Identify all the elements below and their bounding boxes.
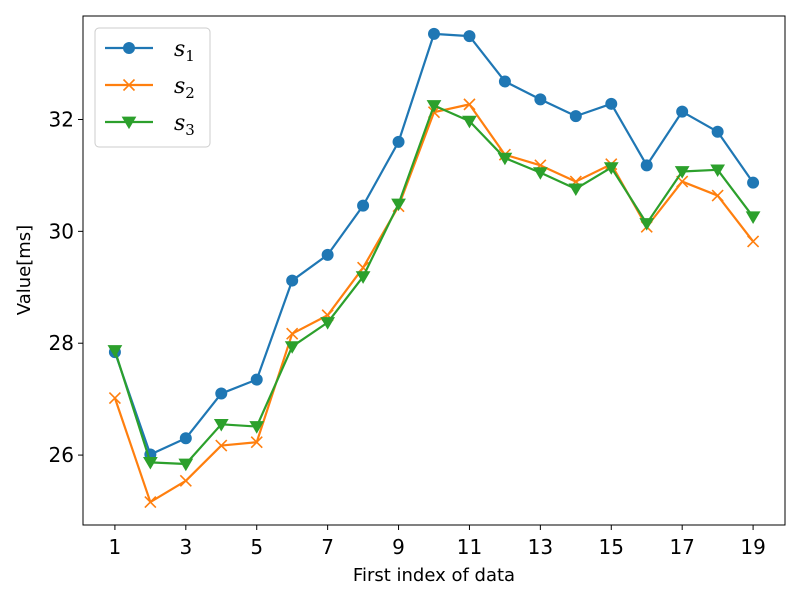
series-1-point — [534, 93, 547, 106]
series-3-point — [639, 218, 655, 231]
series-3-point — [142, 456, 158, 470]
series-2-point — [747, 235, 760, 248]
series-1-point — [711, 125, 724, 138]
series-3-point — [284, 341, 300, 354]
series-3-point — [710, 164, 726, 177]
series-3-point — [355, 271, 371, 284]
series-2-point — [144, 496, 157, 509]
series-3-point — [462, 115, 477, 129]
legend-marker — [123, 42, 135, 54]
series-3-point — [426, 100, 442, 113]
series-line-1 — [113, 32, 754, 456]
series-3-point — [320, 317, 336, 330]
series-3-point — [178, 458, 194, 472]
series-2-point — [711, 189, 724, 202]
series-1-point — [321, 248, 334, 261]
x-tick-label: 17 — [669, 535, 694, 559]
x-tick-label: 1 — [109, 535, 122, 559]
x-tick-label: 5 — [250, 535, 263, 559]
series-3-point — [249, 421, 265, 434]
series-1-point — [179, 432, 192, 445]
series-1-point — [428, 27, 440, 40]
x-axis-label: First index of data — [353, 565, 515, 586]
x-tick-label: 15 — [599, 535, 624, 559]
y-tick-label: 26 — [49, 443, 74, 467]
series-1-point — [605, 97, 618, 110]
legend-label-subscript: 3 — [185, 121, 195, 139]
y-axis: 26 28 30 32 — [49, 107, 83, 467]
series-3-point — [674, 166, 690, 179]
series-1-point — [215, 387, 228, 400]
series-3-point — [213, 418, 229, 432]
series-2-point — [250, 436, 263, 449]
series-2-point — [215, 439, 228, 452]
series-1-point — [286, 274, 299, 287]
series-1-point — [569, 110, 582, 123]
series-1-point — [250, 373, 263, 386]
series-2-point — [108, 391, 121, 405]
series-3-point — [107, 345, 123, 358]
x-tick-label: 19 — [740, 535, 765, 559]
y-tick-label: 30 — [49, 219, 74, 243]
y-tick-label: 28 — [49, 331, 74, 355]
series-3-point — [603, 162, 619, 175]
x-tick-label: 7 — [321, 535, 334, 559]
series-3-point — [568, 183, 584, 196]
series-3-point — [391, 198, 406, 212]
series-2-point — [179, 474, 192, 487]
series-1-point — [640, 159, 653, 172]
y-tick-label: 32 — [49, 107, 74, 131]
plot-frame — [82, 15, 786, 526]
series-1-point — [463, 30, 476, 43]
series-3-point — [532, 167, 548, 180]
series-2 — [108, 98, 760, 509]
y-axis-label: Value[ms] — [14, 225, 35, 315]
series-1-point — [392, 135, 405, 148]
legend-marker — [121, 116, 137, 130]
series-1-point — [747, 176, 760, 189]
legend-marker — [122, 78, 136, 92]
x-tick-label: 13 — [528, 535, 553, 559]
series-3-point — [745, 211, 761, 224]
series-2-point — [463, 98, 476, 111]
series-1-point — [357, 199, 370, 212]
series-2-point — [286, 327, 299, 340]
series-3-point — [497, 152, 513, 166]
series-line-3 — [113, 104, 754, 466]
series-1-point — [498, 75, 511, 88]
series-3 — [107, 100, 761, 472]
x-tick-label: 9 — [392, 535, 405, 559]
legend-label-subscript: 2 — [185, 84, 195, 102]
x-tick-label: 3 — [179, 535, 192, 559]
x-tick-label: 11 — [457, 535, 482, 559]
series-1-point — [676, 105, 689, 118]
x-axis: 1 3 5 7 9 11 13 15 17 19 — [109, 525, 766, 559]
legend-label-subscript: 1 — [185, 47, 195, 65]
series-line-2 — [113, 103, 754, 504]
series-layer — [107, 27, 761, 509]
